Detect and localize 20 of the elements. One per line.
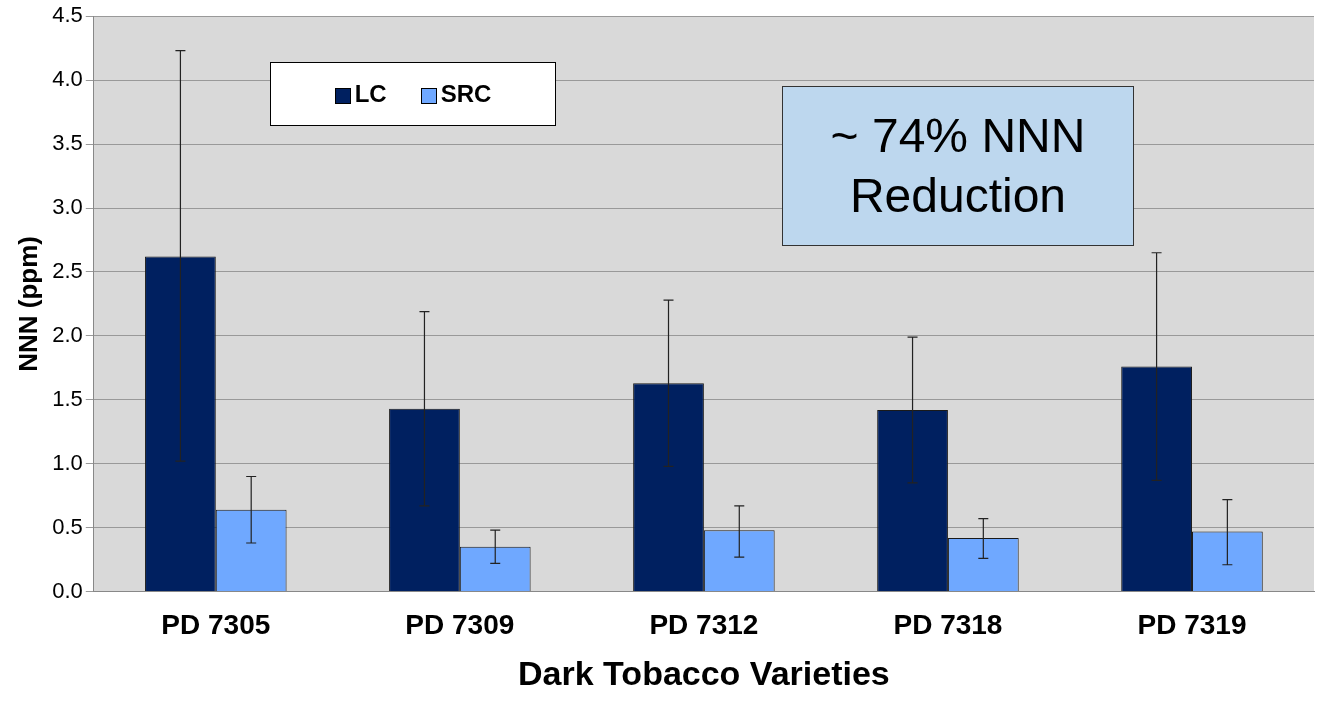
y-tick-label: 4.5 (52, 2, 83, 28)
y-tick-label: 2.0 (52, 321, 83, 347)
y-tick-label: 3.0 (52, 194, 83, 220)
y-tick-label: 1.0 (52, 449, 83, 475)
x-tick-label: PD 7305 (161, 609, 271, 641)
legend-label: LC (353, 80, 387, 108)
x-tick-label: PD 7312 (649, 609, 759, 641)
y-tick-label: 2.5 (52, 258, 83, 283)
legend-label: SRC (439, 80, 492, 108)
annotation: ~ 74% NNN Reduction (782, 86, 1134, 246)
y-axis-title: NNN (ppm) (12, 236, 43, 372)
x-tick-label: PD 7319 (1137, 609, 1247, 641)
x-axis-title: Dark Tobacco Varieties (518, 653, 890, 692)
y-tick-label: 1.5 (52, 385, 83, 411)
x-tick-label: PD 7318 (893, 609, 1003, 641)
y-tick-label: 0.5 (52, 513, 83, 539)
y-tick-label: 4.0 (52, 66, 83, 92)
y-tick-label: 3.5 (52, 130, 83, 156)
x-tick-label: PD 7309 (405, 609, 515, 641)
y-tick-label: 0.0 (52, 577, 83, 603)
